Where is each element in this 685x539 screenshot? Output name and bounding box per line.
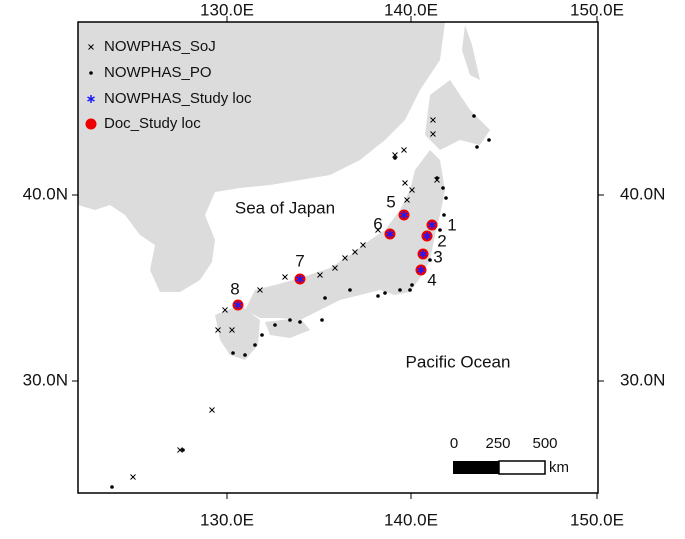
scale-unit: km xyxy=(549,459,569,476)
dot-marker xyxy=(260,333,264,337)
star-marker xyxy=(400,212,408,218)
lat-label: 40.0N xyxy=(23,184,68,203)
cross-marker xyxy=(409,187,415,193)
cross-marker xyxy=(402,180,408,186)
dot-marker xyxy=(273,323,277,327)
dot-marker xyxy=(435,176,439,180)
dot-marker xyxy=(441,186,445,190)
cross-marker xyxy=(352,249,358,255)
dot-marker xyxy=(181,448,185,452)
dot-marker xyxy=(320,318,324,322)
cross-marker xyxy=(317,272,323,278)
lon-label: 150.0E xyxy=(570,510,624,529)
star-marker xyxy=(87,96,95,102)
dot-marker xyxy=(472,114,476,118)
site-label: 4 xyxy=(427,270,436,289)
scale-tick: 0 xyxy=(450,435,458,452)
cross-marker xyxy=(282,274,288,280)
lon-label: 130.0E xyxy=(200,0,254,19)
cross-marker xyxy=(229,327,235,333)
cross-marker xyxy=(332,265,338,271)
cross-marker xyxy=(209,407,215,413)
dot-marker xyxy=(444,196,448,200)
dot-marker xyxy=(383,291,387,295)
site-label: 1 xyxy=(447,215,456,234)
lat-label: 30.0N xyxy=(620,370,665,389)
cross-marker xyxy=(430,131,436,137)
dot-marker xyxy=(398,288,402,292)
legend-label: NOWPHAS_Study loc xyxy=(104,90,252,107)
site-label: 8 xyxy=(230,279,239,298)
cross-marker xyxy=(177,447,183,453)
ticks xyxy=(72,16,604,499)
star-marker xyxy=(234,302,242,308)
legend: NOWPHAS_SoJ NOWPHAS_PO NOWPHAS_Study loc… xyxy=(104,38,252,132)
dot-marker xyxy=(288,318,292,322)
red-marker xyxy=(85,118,97,130)
star-marker xyxy=(423,233,431,239)
star-marker xyxy=(296,276,304,282)
cross-marker xyxy=(130,474,136,480)
dot-marker xyxy=(89,71,93,75)
dot-marker xyxy=(243,353,247,357)
cross-marker xyxy=(404,197,410,203)
site-labels: 1 2 3 4 5 6 7 8 xyxy=(230,192,456,298)
legend-label: NOWPHAS_SoJ xyxy=(104,38,216,55)
dot-marker xyxy=(253,343,257,347)
cross-marker xyxy=(88,44,94,50)
cross-marker xyxy=(360,242,366,248)
dot-marker xyxy=(323,296,327,300)
cross-marker xyxy=(401,147,407,153)
land xyxy=(78,22,490,360)
cross-marker xyxy=(342,255,348,261)
scale-segment xyxy=(453,461,499,474)
dot-marker xyxy=(393,156,397,160)
site-label: 7 xyxy=(295,251,304,270)
dot-marker xyxy=(110,485,114,489)
dot-marker xyxy=(475,145,479,149)
lon-label: 140.0E xyxy=(384,510,438,529)
star-marker xyxy=(386,231,394,237)
lon-label: 150.0E xyxy=(570,0,624,19)
dot-marker xyxy=(408,288,412,292)
dot-marker xyxy=(410,283,414,287)
legend-label: Doc_Study loc xyxy=(104,115,201,132)
lat-label: 40.0N xyxy=(620,184,665,203)
site-label: 5 xyxy=(386,192,395,211)
dot-marker xyxy=(438,228,442,232)
dot-marker xyxy=(442,213,446,217)
dot-marker xyxy=(428,258,432,262)
markers xyxy=(85,44,491,489)
lat-label: 30.0N xyxy=(23,370,68,389)
site-label: 2 xyxy=(437,231,446,250)
dot-marker xyxy=(348,288,352,292)
map-frame xyxy=(77,21,599,494)
star-marker xyxy=(428,222,436,228)
legend-label: NOWPHAS_PO xyxy=(104,64,212,81)
site-label: 3 xyxy=(433,247,442,266)
scale-segment xyxy=(498,460,546,475)
cross-marker xyxy=(257,287,263,293)
cross-marker xyxy=(375,227,381,233)
sea-label: Sea of Japan xyxy=(235,198,335,217)
cross-marker xyxy=(392,152,398,158)
cross-marker xyxy=(430,117,436,123)
ocean-label: Pacific Ocean xyxy=(406,352,511,371)
lon-label: 130.0E xyxy=(200,510,254,529)
star-marker xyxy=(417,267,425,273)
dot-marker xyxy=(231,351,235,355)
site-label: 6 xyxy=(373,214,382,233)
scale-bar: 0 250 500 km xyxy=(450,435,569,476)
dot-marker xyxy=(376,294,380,298)
scale-tick: 500 xyxy=(532,435,557,452)
lon-label: 140.0E xyxy=(384,0,438,19)
scale-tick: 250 xyxy=(485,435,510,452)
star-marker xyxy=(419,251,427,257)
dot-marker xyxy=(487,138,491,142)
cross-marker xyxy=(215,327,221,333)
cross-marker xyxy=(222,307,228,313)
dot-marker xyxy=(298,320,302,324)
